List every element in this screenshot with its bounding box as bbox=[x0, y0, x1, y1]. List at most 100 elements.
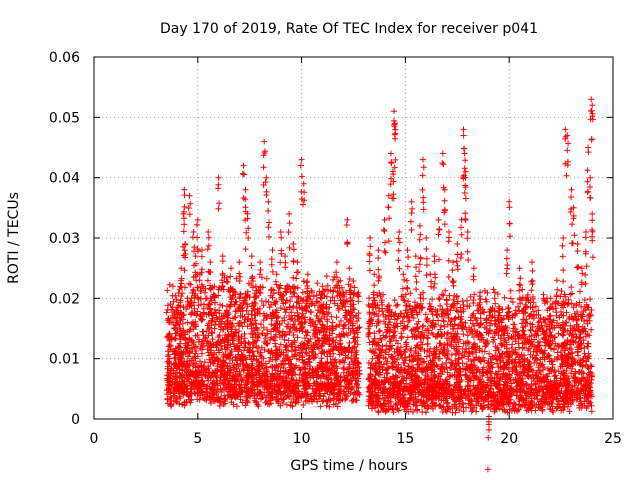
data-point bbox=[300, 402, 307, 408]
data-point bbox=[342, 354, 349, 361]
data-point bbox=[272, 301, 279, 307]
data-point bbox=[349, 359, 356, 365]
data-point bbox=[216, 307, 223, 314]
data-point bbox=[292, 318, 299, 324]
data-point bbox=[177, 283, 184, 290]
data-point bbox=[317, 294, 324, 301]
data-point bbox=[321, 334, 328, 341]
data-point bbox=[273, 383, 279, 390]
data-point bbox=[272, 340, 279, 347]
data-point bbox=[286, 283, 292, 290]
data-point bbox=[289, 293, 295, 300]
data-point bbox=[342, 307, 349, 314]
data-point bbox=[224, 279, 231, 285]
data-point bbox=[260, 324, 267, 331]
data-point bbox=[248, 311, 255, 318]
data-point bbox=[266, 304, 273, 311]
data-point bbox=[192, 332, 199, 339]
data-point bbox=[347, 329, 354, 336]
data-point bbox=[208, 400, 214, 407]
data-point bbox=[350, 278, 357, 284]
data-point bbox=[268, 321, 275, 328]
data-point bbox=[287, 288, 294, 295]
data-point bbox=[164, 287, 171, 294]
data-point bbox=[318, 355, 325, 362]
data-point bbox=[280, 349, 287, 356]
data-point bbox=[213, 309, 219, 316]
data-point bbox=[289, 284, 296, 291]
data-point bbox=[166, 383, 173, 389]
data-point bbox=[244, 292, 251, 299]
data-point bbox=[303, 332, 310, 339]
data-point bbox=[177, 372, 184, 379]
data-point bbox=[272, 343, 279, 350]
data-point bbox=[325, 309, 332, 316]
data-point bbox=[275, 313, 282, 320]
data-point bbox=[265, 298, 272, 305]
data-point bbox=[285, 337, 292, 344]
data-point bbox=[220, 400, 227, 407]
data-point bbox=[208, 347, 215, 354]
data-point bbox=[327, 297, 334, 304]
data-point bbox=[222, 395, 229, 402]
data-point bbox=[186, 350, 193, 357]
data-point bbox=[233, 403, 240, 410]
data-point bbox=[333, 334, 340, 341]
data-point bbox=[213, 388, 220, 395]
data-point bbox=[165, 353, 171, 360]
data-point bbox=[264, 326, 271, 333]
data-point bbox=[291, 337, 298, 344]
data-point bbox=[236, 336, 243, 343]
data-point bbox=[194, 284, 201, 291]
data-point bbox=[230, 336, 237, 342]
data-point bbox=[319, 398, 326, 405]
data-point bbox=[249, 284, 256, 291]
data-point bbox=[288, 309, 295, 316]
data-point bbox=[282, 344, 289, 351]
data-point bbox=[267, 336, 274, 343]
data-point bbox=[166, 281, 173, 288]
data-point bbox=[330, 395, 337, 402]
data-point bbox=[285, 347, 292, 354]
data-point bbox=[336, 321, 343, 328]
data-point bbox=[285, 371, 292, 377]
data-point bbox=[303, 350, 310, 357]
data-point bbox=[195, 284, 201, 291]
data-point bbox=[232, 346, 239, 353]
data-point bbox=[230, 315, 236, 322]
data-point bbox=[294, 334, 301, 341]
data-point bbox=[258, 396, 264, 403]
data-point bbox=[319, 340, 326, 347]
data-point bbox=[200, 363, 207, 370]
data-point bbox=[197, 311, 204, 318]
data-point bbox=[236, 344, 243, 351]
data-point bbox=[203, 366, 210, 373]
data-point bbox=[335, 386, 342, 393]
data-point bbox=[288, 341, 295, 348]
data-point bbox=[237, 382, 244, 389]
data-point bbox=[324, 282, 331, 289]
data-point bbox=[212, 321, 219, 328]
data-point bbox=[204, 346, 211, 353]
data-point bbox=[244, 323, 251, 330]
data-point bbox=[317, 403, 324, 410]
data-point bbox=[275, 289, 282, 296]
data-point bbox=[233, 275, 240, 282]
data-point bbox=[198, 350, 205, 357]
data-point bbox=[291, 323, 298, 330]
data-point bbox=[196, 336, 203, 343]
data-point bbox=[316, 359, 323, 366]
data-point bbox=[166, 319, 173, 326]
data-point bbox=[245, 280, 252, 287]
data-point bbox=[201, 359, 208, 366]
data-point bbox=[173, 296, 180, 303]
data-point bbox=[346, 340, 353, 346]
data-point bbox=[300, 296, 307, 303]
data-point bbox=[280, 328, 286, 335]
data-point bbox=[213, 314, 220, 321]
data-point bbox=[324, 311, 331, 317]
data-point bbox=[306, 316, 313, 323]
data-point bbox=[286, 304, 293, 310]
